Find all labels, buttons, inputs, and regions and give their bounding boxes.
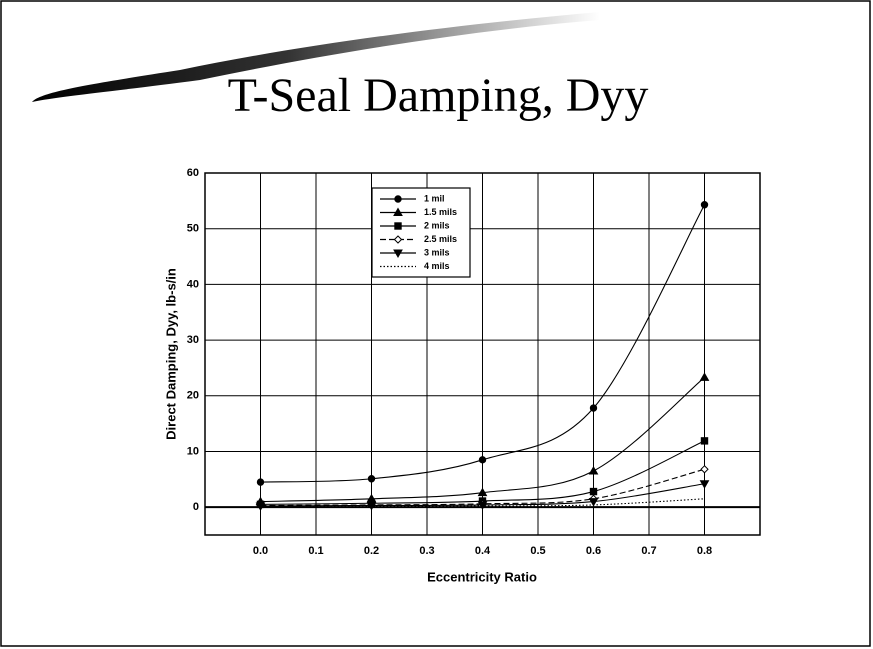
marker xyxy=(394,222,402,230)
marker xyxy=(255,502,266,512)
marker xyxy=(477,501,488,510)
marker xyxy=(366,501,377,511)
marker xyxy=(700,201,709,209)
legend-label: 2 mils xyxy=(424,220,450,230)
x-tick-label: 0.4 xyxy=(475,545,491,557)
y-tick-label: 20 xyxy=(187,390,199,402)
legend-label: 3 mils xyxy=(424,247,450,257)
marker xyxy=(699,480,710,489)
y-tick-label: 50 xyxy=(187,223,199,235)
marker xyxy=(393,207,403,216)
legend-label: 1 mil xyxy=(424,193,445,203)
marker xyxy=(588,465,599,475)
x-tick-label: 0.8 xyxy=(697,545,712,557)
x-tick-label: 0.0 xyxy=(253,545,268,557)
x-tick-label: 0.3 xyxy=(419,545,434,557)
marker xyxy=(477,487,488,497)
x-tick-label: 0.6 xyxy=(586,545,601,557)
marker xyxy=(589,404,598,412)
chart-title: T-Seal Damping, Dyy xyxy=(228,69,649,122)
marker xyxy=(700,437,709,445)
legend-box xyxy=(371,187,471,278)
marker xyxy=(700,465,709,474)
x-axis-label: Eccentricity Ratio xyxy=(427,569,537,584)
x-tick-label: 0.1 xyxy=(308,545,323,557)
x-tick-label: 0.7 xyxy=(641,545,656,557)
swoosh xyxy=(32,12,600,102)
marker xyxy=(393,249,403,259)
legend-label: 1.5 mils xyxy=(424,207,457,217)
y-tick-label: 40 xyxy=(187,278,199,290)
x-tick-label: 0.2 xyxy=(364,545,379,557)
marker xyxy=(256,478,265,486)
y-tick-label: 60 xyxy=(187,167,199,179)
marker xyxy=(393,235,403,244)
marker xyxy=(478,456,487,464)
y-tick-label: 30 xyxy=(187,334,199,346)
marker xyxy=(699,372,710,381)
marker xyxy=(588,498,599,507)
legend-label: 4 mils xyxy=(424,261,450,271)
marker xyxy=(589,487,598,496)
y-tick-label: 0 xyxy=(193,501,199,513)
marker xyxy=(367,475,376,483)
marker xyxy=(394,195,402,203)
y-axis-label: Direct Damping, Dyy, lb-s/in xyxy=(163,268,178,440)
y-tick-label: 10 xyxy=(187,445,199,457)
series-line xyxy=(260,498,705,508)
x-tick-label: 0.5 xyxy=(530,545,545,557)
series-line xyxy=(260,204,705,483)
legend-label: 2.5 mils xyxy=(424,234,457,244)
